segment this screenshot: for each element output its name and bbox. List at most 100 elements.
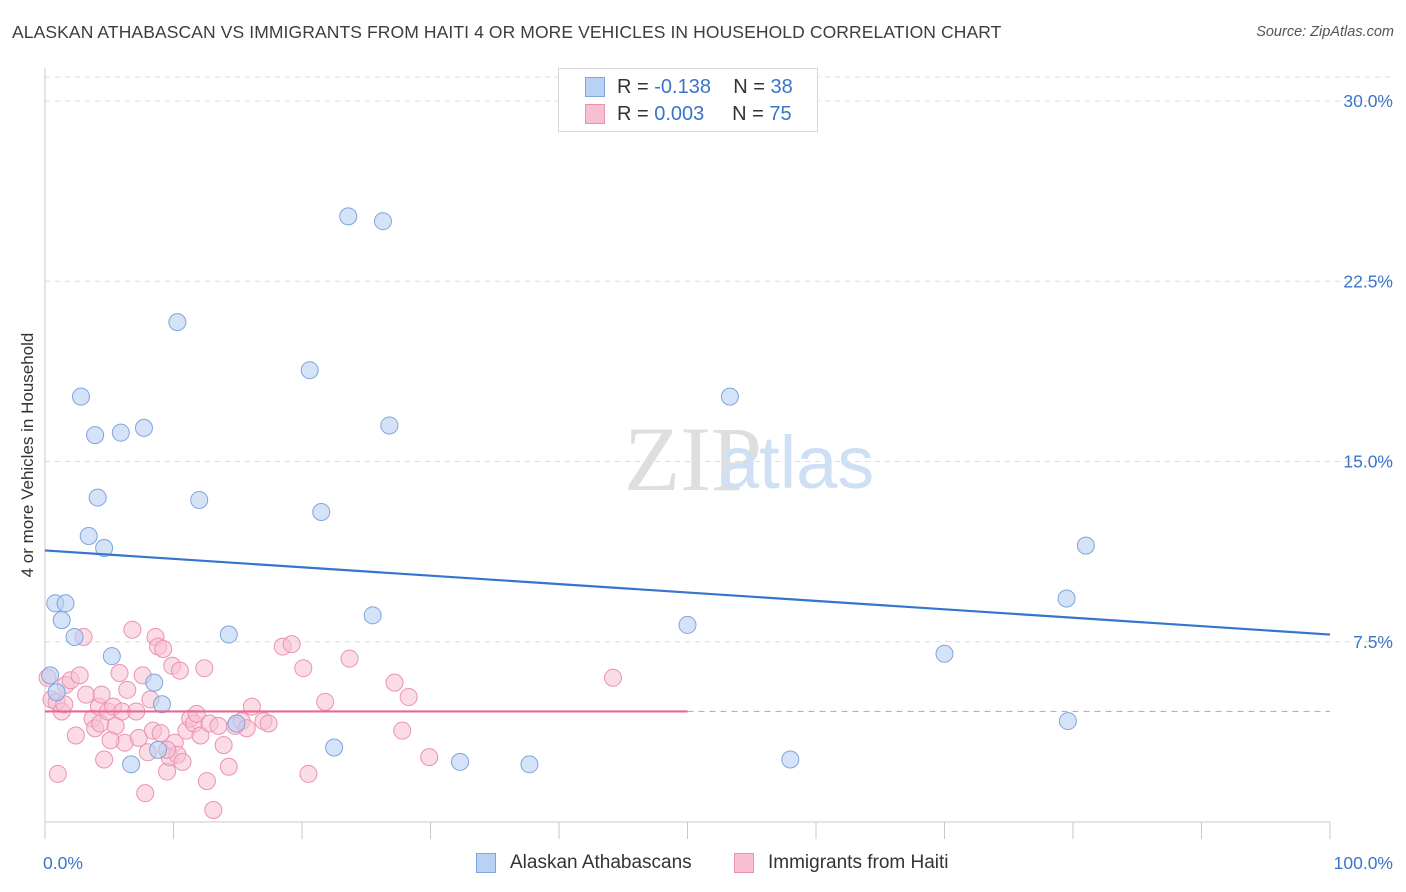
legend-label: Immigrants from Haiti [768,852,949,873]
athabascan-point [122,755,141,774]
athabascan-point [152,695,171,714]
haiti-point [603,668,622,687]
haiti-point [420,748,439,767]
blue-swatch [476,853,496,873]
haiti-point [92,685,111,704]
haiti-point [187,704,206,723]
haiti-point [209,716,228,735]
series-athabascan-points [41,207,1095,774]
watermark-atlas: atlas [718,421,874,504]
x-tick-label: 0.0% [43,853,83,873]
haiti-point [110,664,129,682]
athabascan-point [65,627,84,646]
athabascan-point [190,490,209,509]
haiti-point [101,731,120,750]
athabascan-point [56,594,75,613]
athabascan-point [168,313,187,332]
athabascan-point [52,611,71,630]
athabascan-point [41,666,60,685]
athabascan-trend-line [44,549,1331,636]
haiti-point [197,772,216,791]
athabascan-point [300,361,319,380]
athabascan-point [86,426,105,445]
athabascan-point [111,423,130,442]
athabascan-point [88,488,107,507]
haiti-point [294,659,313,678]
athabascan-point [325,738,344,757]
chart-title: ALASKAN ATHABASCAN VS IMMIGRANTS FROM HA… [12,22,1002,42]
tick-labels: 7.5% 15.0% 22.5% 30.0% 0.0% 100.0% [43,91,1393,873]
pink-swatch [734,853,754,873]
haiti-point [195,659,214,678]
watermark-zip: ZIP [624,408,762,510]
athabascan-point [520,755,539,774]
haiti-point [70,666,89,685]
athabascan-point [720,387,739,406]
athabascan-point [47,683,66,702]
athabascan-point [145,673,164,692]
y-axis-label: 4 or more Vehicles in Household [18,332,37,578]
n-value: 75 [769,103,792,125]
athabascan-point [373,212,392,231]
haiti-point [259,714,278,733]
haiti-point [118,680,137,699]
haiti-point [393,721,412,740]
athabascan-point [219,625,238,644]
haiti-point [385,673,404,692]
haiti-point [129,728,148,747]
n-label: N = [733,76,765,98]
haiti-point [204,800,223,819]
haiti-point [77,685,96,704]
athabascan-point [1057,589,1076,608]
series-haiti-points [38,620,622,819]
athabascan-point [312,502,331,521]
athabascan-point [1058,712,1077,731]
haiti-point [136,784,155,803]
haiti-point [123,620,142,639]
haiti-point [191,726,210,745]
athabascan-point [102,647,121,666]
haiti-point [154,639,173,658]
y-tick-label: 30.0% [1343,91,1393,111]
haiti-point [170,661,189,680]
trend-lines [44,549,1331,713]
athabascan-point [339,207,358,226]
source-label: Source: ZipAtlas.com [1256,24,1394,40]
athabascan-point [149,740,168,759]
athabascan-point [71,387,90,406]
athabascan-point [1076,536,1095,555]
y-tick-label: 22.5% [1343,271,1393,291]
correlation-legend: R = -0.138 N = 38 R = 0.003 N = 75 [558,68,818,132]
n-label: N = [732,103,764,125]
athabascan-point [95,539,114,558]
haiti-point [282,635,301,654]
pink-swatch [585,104,605,124]
athabascan-point [134,418,153,437]
haiti-point [299,764,318,783]
athabascan-point [79,527,98,546]
athabascan-point [227,714,246,733]
blue-swatch [585,77,605,97]
haiti-point [340,649,359,668]
r-label: R = [617,103,649,125]
haiti-point [95,750,114,769]
x-tick-label: 100.0% [1334,853,1393,873]
r-label: R = [617,76,649,98]
gridlines [45,76,1392,643]
haiti-point [219,757,238,776]
n-value: 38 [770,76,793,98]
haiti-point [66,726,85,745]
r-value: -0.138 [654,76,711,98]
r-value: 0.003 [654,103,705,125]
haiti-point [48,764,67,783]
haiti-point [242,697,261,716]
haiti-point [399,688,418,707]
athabascan-point [935,644,954,663]
athabascan-point [451,752,470,771]
athabascan-point [678,615,697,634]
athabascan-point [781,750,800,769]
haiti-point [214,736,233,755]
legend-label: Alaskan Athabascans [510,852,692,873]
athabascan-point [380,416,399,435]
